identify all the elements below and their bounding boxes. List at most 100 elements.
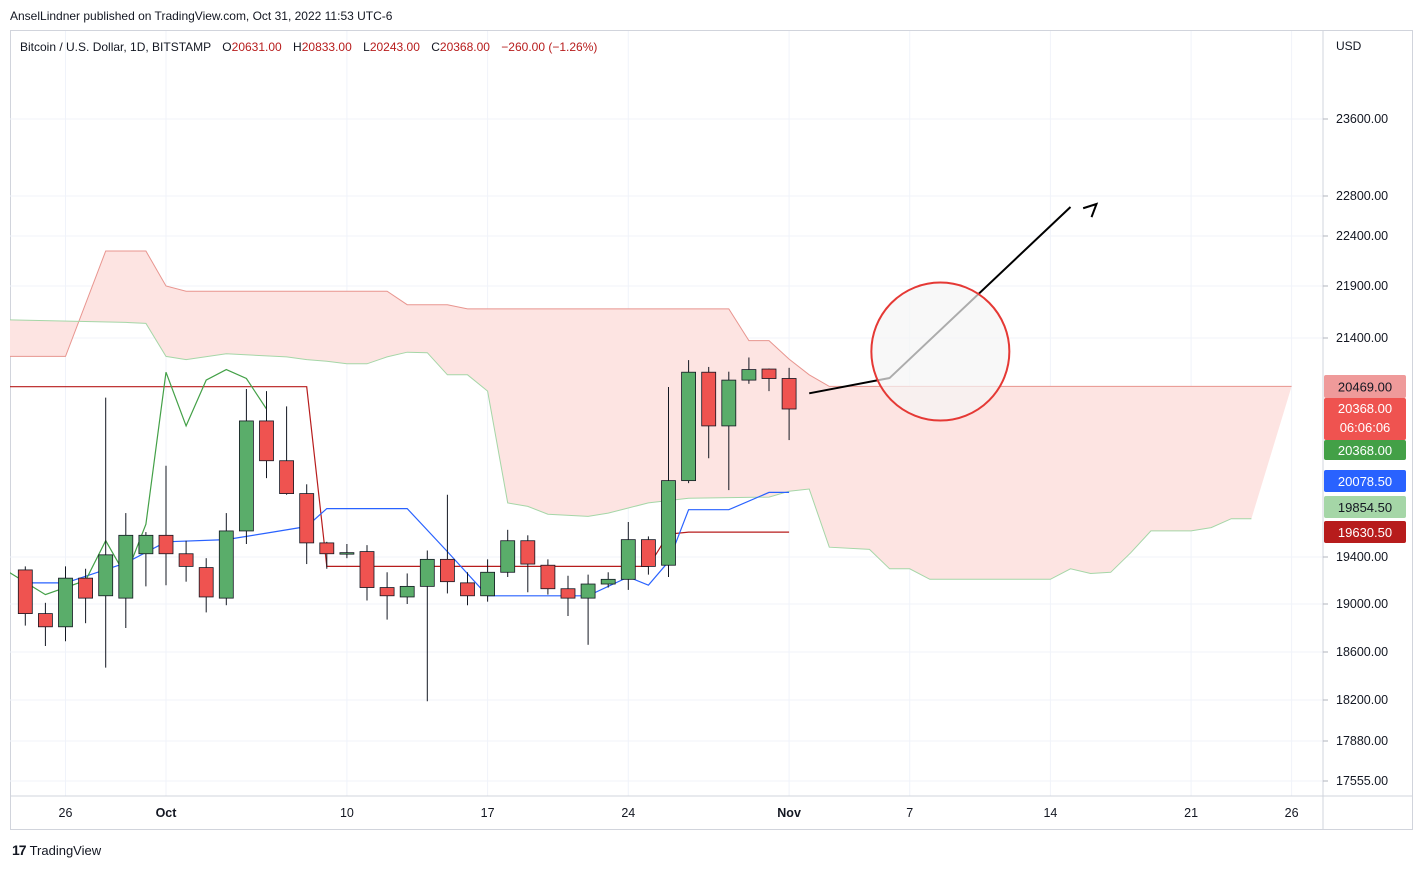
candle[interactable] (218, 513, 234, 606)
price-axis-label-text: 20469.00 (1338, 380, 1392, 395)
price-axis-label-bg (1324, 496, 1406, 518)
candle[interactable] (520, 535, 536, 593)
candle[interactable] (560, 575, 576, 616)
plot-area (10, 202, 1292, 702)
candle[interactable] (721, 371, 737, 491)
drawn-circle[interactable] (870, 281, 1011, 422)
high-label: H (293, 40, 302, 54)
y-tick-label: 17555.00 (1336, 774, 1388, 788)
candle-body (319, 542, 335, 555)
candle[interactable] (98, 397, 114, 668)
price-axis-label-text: 19854.50 (1338, 500, 1392, 515)
price-axis-label[interactable]: 20469.00 (1324, 375, 1406, 398)
candle-body (761, 368, 777, 379)
y-tick-label: 18200.00 (1336, 693, 1388, 707)
tradingview-logo-icon: 17 (12, 842, 27, 858)
candle-body (600, 578, 616, 585)
candle[interactable] (38, 602, 53, 646)
tradingview-logo[interactable]: 17 TradingView (12, 842, 101, 858)
candle[interactable] (178, 540, 194, 582)
high-value: 20833.00 (301, 40, 352, 54)
price-axis-label[interactable]: 20368.00 (1324, 440, 1406, 460)
candle[interactable] (781, 367, 797, 441)
candle-body (681, 371, 696, 482)
candle-body (238, 420, 254, 532)
candle[interactable] (158, 465, 174, 586)
candle[interactable] (379, 572, 395, 620)
candle-body (279, 460, 295, 494)
candle-body (218, 530, 234, 599)
candle[interactable] (580, 574, 596, 645)
candle[interactable] (540, 559, 556, 595)
candle[interactable] (500, 529, 516, 577)
candle[interactable] (399, 573, 415, 604)
candle[interactable] (138, 532, 154, 587)
candle[interactable] (419, 550, 435, 702)
price-axis-label[interactable]: 20078.50 (1324, 470, 1406, 492)
candle[interactable] (299, 484, 315, 565)
currency-label: USD (1336, 39, 1362, 53)
y-tick-label: 21400.00 (1336, 331, 1388, 345)
candle[interactable] (359, 545, 375, 601)
candle[interactable] (198, 558, 214, 613)
x-tick-label: 26 (59, 806, 73, 820)
price-axis-label[interactable]: 20368.00 06:06:06 (1324, 398, 1406, 440)
candle-body (560, 588, 576, 599)
candle[interactable] (741, 357, 757, 384)
candle[interactable] (460, 572, 475, 606)
y-tick-label: 17880.00 (1336, 734, 1388, 748)
candle[interactable] (439, 494, 455, 594)
change-value: −260.00 (−1.26%) (501, 40, 598, 54)
x-tick-label: 21 (1184, 806, 1198, 820)
senkou-span-a (10, 250, 1292, 387)
candle[interactable] (600, 572, 616, 588)
symbol-title: Bitcoin / U.S. Dollar, 1D, BITSTAMP (20, 40, 211, 54)
x-tick-label: 7 (906, 806, 913, 820)
candle[interactable] (681, 360, 696, 484)
candle[interactable] (279, 406, 295, 495)
close-label: C (431, 40, 440, 54)
ichimoku-cloud (10, 251, 1292, 580)
candle-body (399, 585, 415, 598)
drawn-arrow-head[interactable] (1082, 202, 1099, 218)
price-axis-label[interactable]: 19854.50 (1324, 496, 1406, 518)
candle[interactable] (641, 536, 656, 575)
candle-body (641, 539, 656, 567)
candle-body (500, 540, 516, 573)
candle-body (721, 379, 737, 427)
candle[interactable] (620, 522, 636, 590)
candle[interactable] (319, 541, 335, 569)
candle-body (661, 480, 676, 566)
ohlc-legend: Bitcoin / U.S. Dollar, 1D, BITSTAMP O206… (20, 40, 597, 54)
price-axis-label-text: 20368.00 (1338, 443, 1392, 458)
candle[interactable] (480, 559, 496, 602)
candle[interactable] (259, 391, 274, 479)
candle-body (781, 378, 797, 410)
candle[interactable] (118, 513, 134, 628)
price-axis-label[interactable]: 19630.50 (1324, 521, 1406, 543)
x-tick-label: 10 (340, 806, 354, 820)
candle[interactable] (339, 543, 355, 559)
candle-body (38, 613, 53, 628)
candle-body (299, 493, 315, 544)
price-axis-label-bg (1324, 440, 1406, 460)
candle[interactable] (78, 568, 93, 624)
close-value: 20368.00 (439, 40, 490, 54)
candle-body (480, 571, 496, 597)
candle[interactable] (761, 368, 777, 392)
candle[interactable] (58, 566, 73, 642)
candle[interactable] (661, 386, 676, 577)
candle[interactable] (238, 388, 254, 544)
candle[interactable] (701, 366, 717, 459)
price-axis-label-bg (1324, 521, 1406, 543)
candle-body (178, 553, 194, 567)
price-axis-label-text: 19630.50 (1338, 525, 1392, 540)
price-axis-label-bg (1324, 470, 1406, 492)
y-tick-label: 18600.00 (1336, 645, 1388, 659)
y-tick-label: 19000.00 (1336, 597, 1388, 611)
candle-body (620, 539, 636, 580)
candle-body (540, 564, 556, 590)
candle[interactable] (17, 566, 33, 626)
candle-body (419, 558, 435, 587)
